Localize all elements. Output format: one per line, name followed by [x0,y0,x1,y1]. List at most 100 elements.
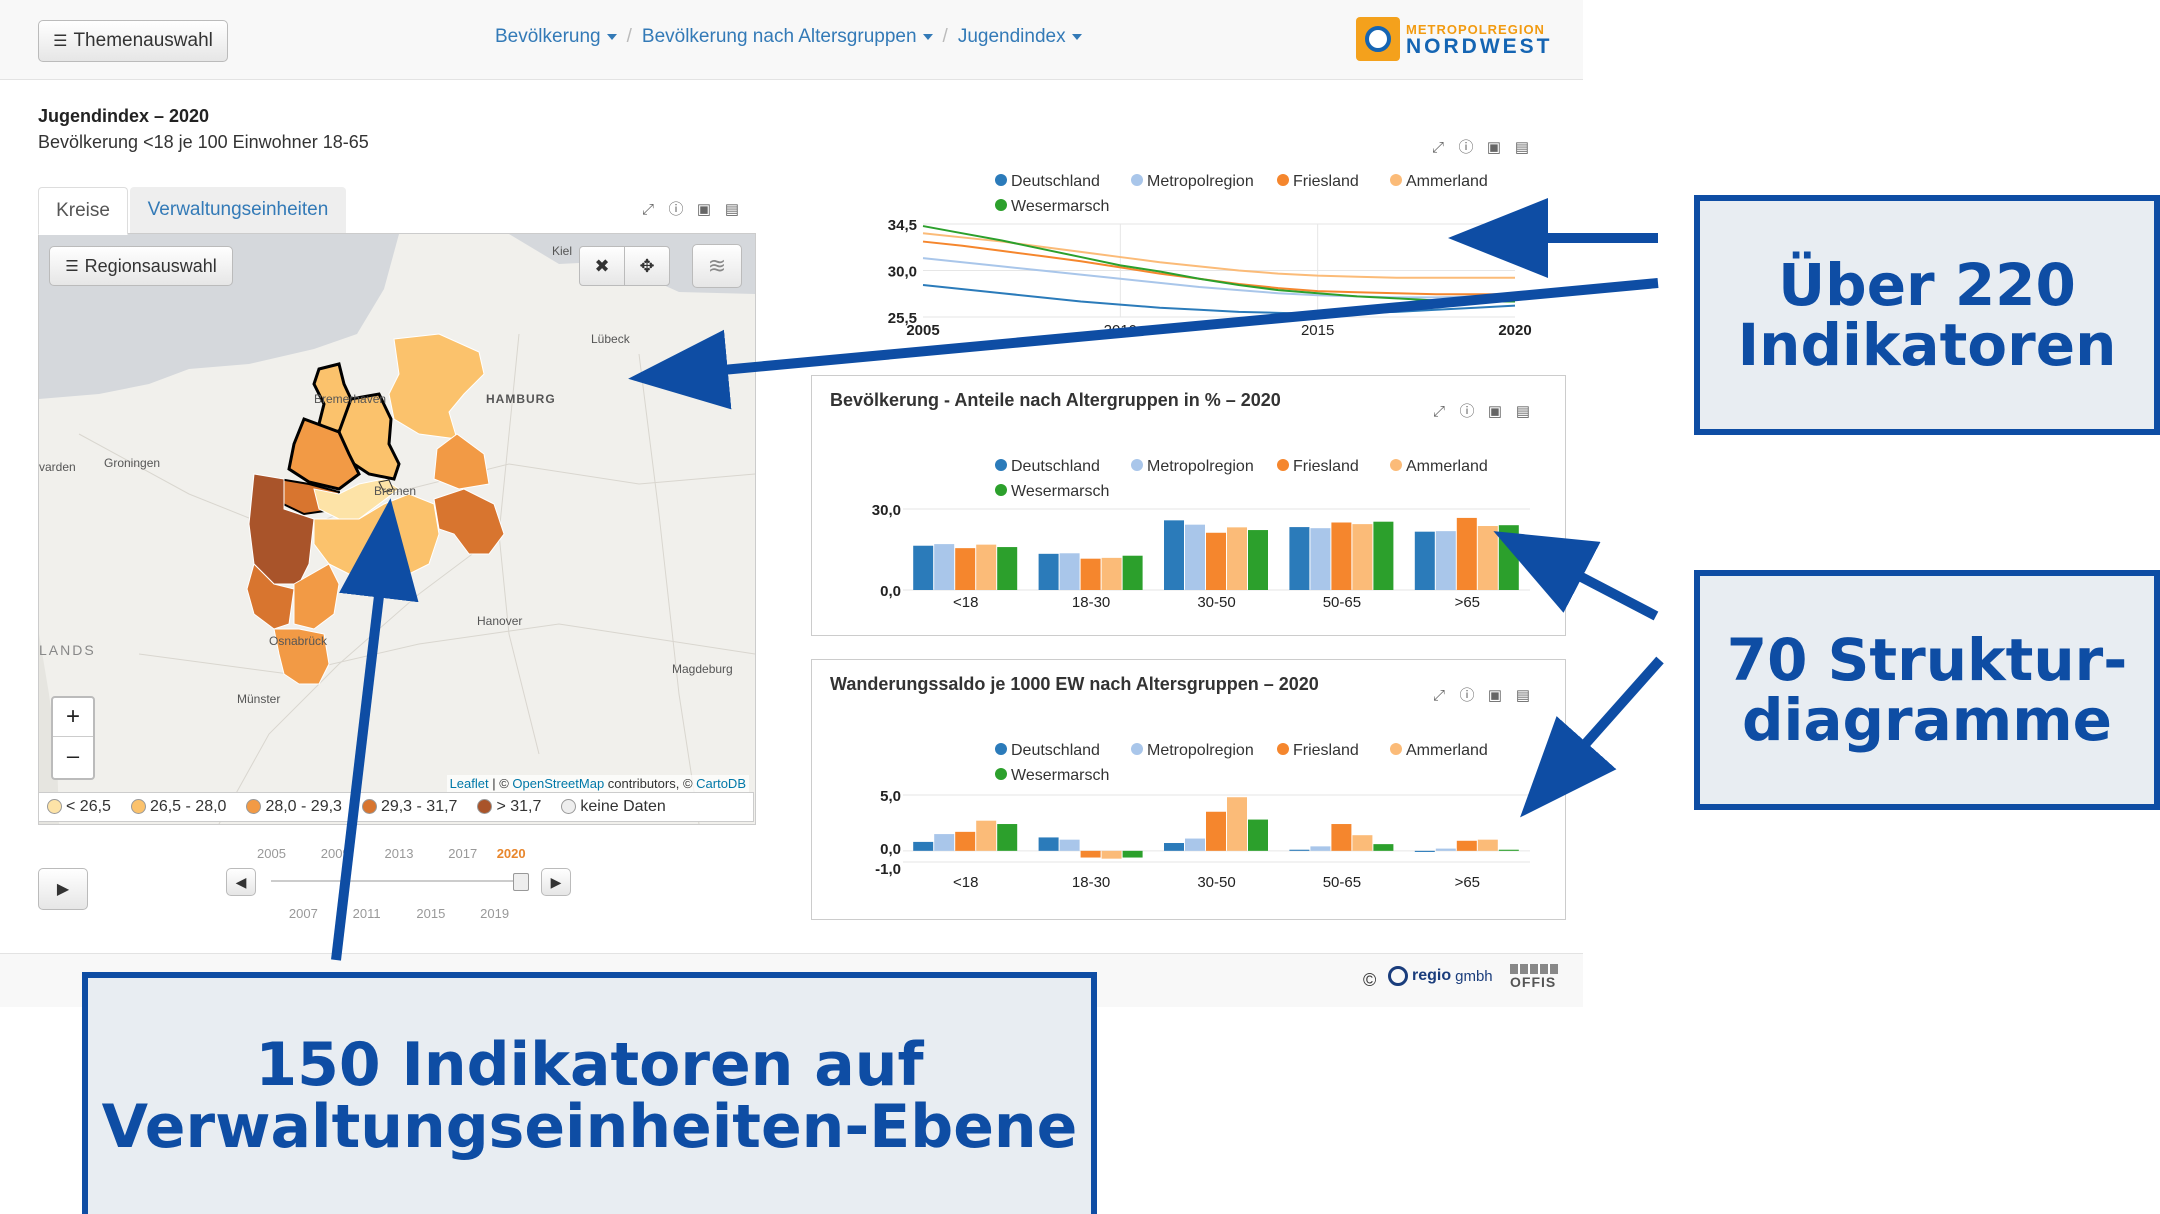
info-icon[interactable]: ⓘ [1458,139,1474,156]
document-icon[interactable]: ▤ [1515,403,1531,420]
move-button[interactable]: ✥ [624,246,670,286]
timeline-year-label[interactable]: 2013 [384,846,414,861]
legend-label: 28,0 - 29,3 [265,798,342,815]
timeline-year-label[interactable]: 2019 [480,906,510,921]
bar-friesland [955,548,976,590]
bar-ammerland [1101,850,1122,859]
info-icon[interactable]: ⓘ [1459,687,1475,704]
map-label-leeuwarden: varden [39,460,76,474]
breadcrumb-item-altersgruppen[interactable]: Bevölkerung nach Altersgruppen [642,26,933,48]
x-tick-label: 2015 [1301,322,1334,339]
bar-wesermarsch [1248,819,1268,851]
clear-selection-button[interactable]: ✖ [579,246,625,286]
map-label-kiel: Kiel [552,244,573,258]
map-label-osnabrueck: Osnabrück [269,634,328,648]
map-legend-item: keine Daten [561,798,666,816]
legend-swatch [1131,174,1143,186]
bar-metropolregion [934,544,955,590]
legend-swatch [130,799,146,815]
legend-label: Wesermarsch [1011,483,1109,500]
fullscreen-icon[interactable]: ⤢ [1432,403,1445,420]
bar-ammerland [1352,524,1373,590]
map-label-bremerhaven: Bremerhaven [314,392,387,406]
legend-entry: Friesland [1277,742,1359,759]
bar-friesland [1456,840,1477,851]
bar-ammerland [1101,557,1122,590]
timeline-handle[interactable] [513,873,529,891]
document-icon[interactable]: ▤ [724,201,740,218]
timeline-year-label[interactable]: 2015 [416,906,446,921]
document-icon[interactable]: ▤ [1514,139,1530,156]
legend-label: Ammerland [1406,458,1488,475]
age-share-chart-toolbar: ⤢ ⓘ ▣ ▤ [1431,404,1531,420]
bar-friesland [1206,811,1226,851]
timeline-year-label[interactable]: 2009 [320,846,350,861]
regio-logo[interactable]: regio gmbh [1388,966,1493,986]
timeline-year-label[interactable]: 2017 [448,846,478,861]
osm-link[interactable]: OpenStreetMap [512,776,605,791]
fullscreen-icon[interactable]: ⤢ [641,201,654,218]
image-icon[interactable]: ▣ [1487,687,1503,704]
legend-entry: Deutschland [995,458,1100,475]
tab-verwaltungseinheiten[interactable]: Verwaltungseinheiten [130,187,346,233]
x-tick-label: 2005 [906,322,939,339]
timeline-year-label[interactable]: 2005 [257,846,286,861]
map-legend-item: 26,5 - 28,0 [130,798,226,816]
zoom-out-button[interactable]: – [66,743,80,768]
region-selection-button[interactable]: ☰ Regionsauswahl [49,246,233,286]
callout-indicators-line1: Über 220 [1778,251,2076,319]
timeline-year-label[interactable]: 2020 [496,846,526,861]
play-button[interactable]: ▶ [38,868,88,910]
offis-logo[interactable]: OFFIS [1510,964,1558,990]
timeline-year-label[interactable]: 2007 [288,906,318,921]
theme-selection-button[interactable]: ☰ Themenauswahl [38,20,228,62]
page-subtitle: Bevölkerung <18 je 100 Einwohner 18-65 [38,132,369,152]
y-tick-label: 34,5 [888,217,917,234]
bar-friesland [955,831,976,851]
layers-button[interactable]: ≋ [692,244,742,288]
bar-ammerland [1227,527,1247,590]
timeline-prev-button[interactable]: ◀ [226,868,256,896]
legend-label: Metropolregion [1147,742,1254,759]
regio-logo-mark [1388,966,1408,986]
bar-deutschland [1414,850,1435,852]
metropolregion-logo[interactable]: METROPOLREGION NORDWEST [1356,17,1553,61]
line-chart-toolbar: ⤢ ⓘ ▣ ▤ [1430,140,1530,156]
legend-label: Friesland [1293,458,1359,475]
image-icon[interactable]: ▣ [696,201,712,218]
map-view[interactable]: Kiel Lübeck HAMBURG Bremerhaven Bremen G… [38,233,756,825]
legend-swatch [995,199,1007,211]
timeline-next-button[interactable]: ▶ [541,868,571,896]
breadcrumb-separator: / [626,26,632,47]
map-label-magdeburg: Magdeburg [672,662,733,676]
callout-diagrams-line2: diagramme [1741,686,2112,754]
bar-deutschland [913,545,934,590]
bar-metropolregion [1435,531,1456,590]
cartodb-link[interactable]: CartoDB [696,776,746,791]
map-label-luebeck: Lübeck [591,332,630,346]
image-icon[interactable]: ▣ [1486,139,1502,156]
bar-metropolregion [1435,848,1456,851]
leaflet-link[interactable]: Leaflet [449,776,489,791]
fullscreen-icon[interactable]: ⤢ [1431,139,1444,156]
timeline-track[interactable] [271,880,526,882]
document-icon[interactable]: ▤ [1515,687,1531,704]
top-navbar: ☰ Themenauswahl Bevölkerung / Bevölkerun… [0,0,1583,80]
breadcrumb-item-jugendindex[interactable]: Jugendindex [958,26,1082,48]
legend-label: < 26,5 [66,798,111,815]
fullscreen-icon[interactable]: ⤢ [1432,687,1445,704]
info-icon[interactable]: ⓘ [1459,403,1475,420]
tab-kreise[interactable]: Kreise [38,187,128,235]
zoom-in-button[interactable]: + [53,698,93,737]
info-icon[interactable]: ⓘ [668,201,684,218]
breadcrumb-item-bevoelkerung[interactable]: Bevölkerung [495,26,617,48]
line-chart: Deutschland Metropolregion Friesland Ammerl… [888,173,1532,339]
legend-entry: Ammerland [1390,742,1488,759]
bar-deutschland [1164,843,1184,851]
legend-label: Wesermarsch [1011,767,1109,784]
timeline-year-label[interactable]: 2011 [352,906,381,921]
legend-label: Deutschland [1011,173,1100,190]
image-icon[interactable]: ▣ [1487,403,1503,420]
migration-chart-title: Wanderungssaldo je 1000 EW nach Altersgr… [830,674,1319,694]
bar-ammerland [976,544,997,590]
